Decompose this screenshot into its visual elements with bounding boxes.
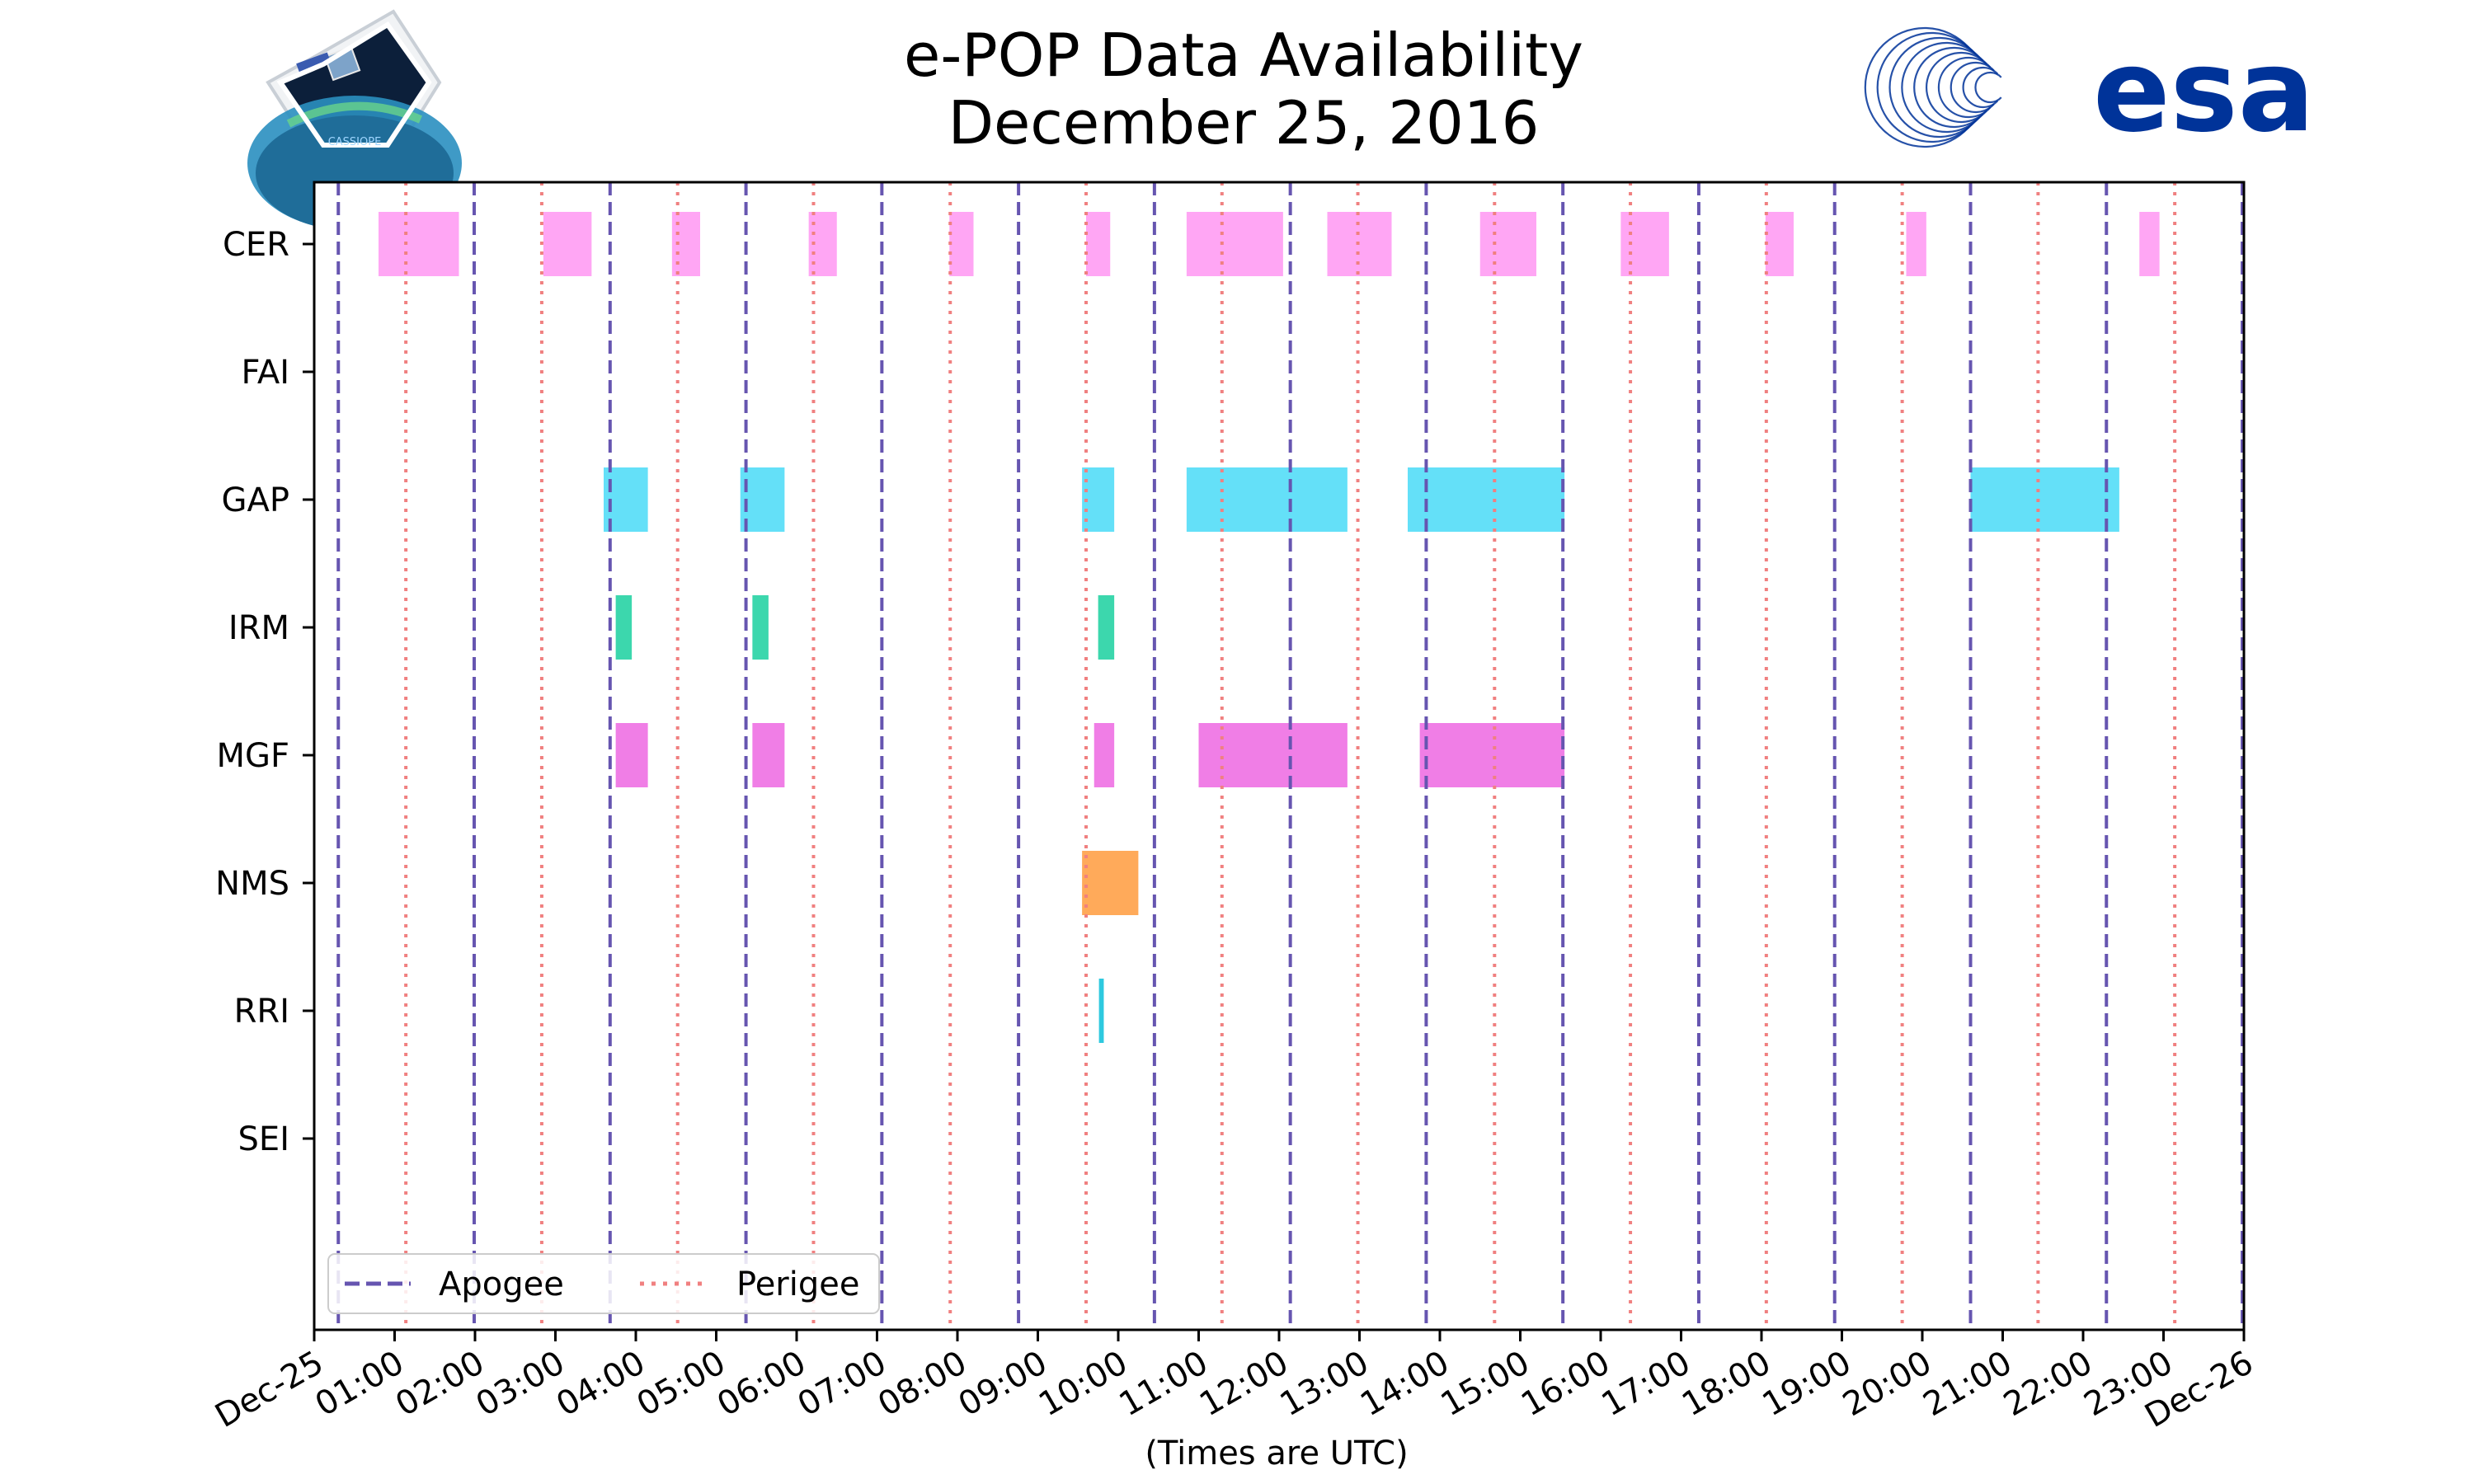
y-tick-label-mgf: MGF <box>216 737 289 775</box>
bar-cer-10 <box>1620 212 1669 276</box>
x-tick-label-7: 07:00 <box>792 1344 893 1424</box>
x-tick-label-19: 19:00 <box>1757 1344 1858 1424</box>
chart-title-line-2: December 25, 2016 <box>948 88 1540 157</box>
legend: Apogee Perigee <box>327 1253 880 1314</box>
bar-cer-11 <box>1765 212 1794 276</box>
bar-mgf-1 <box>615 723 648 787</box>
bar-cer-12 <box>1906 212 1926 276</box>
bar-rri-1 <box>1098 979 1104 1043</box>
bar-gap-5 <box>1408 467 1565 532</box>
esa-swirl-icon <box>1864 26 2002 148</box>
x-tick-label-9: 09:00 <box>952 1344 1054 1424</box>
bar-cer-6 <box>1086 212 1111 276</box>
x-tick-label-12: 12:00 <box>1193 1344 1295 1424</box>
y-tick-label-irm: IRM <box>228 609 289 647</box>
x-tick-label-17: 17:00 <box>1596 1344 1697 1424</box>
x-tick-label-6: 06:00 <box>711 1344 812 1424</box>
x-tick-label-14: 14:00 <box>1354 1344 1456 1424</box>
y-tick-label-fai: FAI <box>242 354 290 392</box>
bar-gap-6 <box>1970 467 2119 532</box>
bar-gap-4 <box>1186 467 1348 532</box>
bar-nms-1 <box>1082 851 1139 915</box>
legend-apogee-label: Apogee <box>439 1266 564 1303</box>
x-tick-label-22: 22:00 <box>1997 1344 2099 1424</box>
legend-box <box>327 1253 880 1314</box>
x-tick-label-15: 15:00 <box>1435 1344 1536 1424</box>
x-tick-label-1: 01:00 <box>309 1344 411 1424</box>
bar-cer-13 <box>2139 212 2160 276</box>
y-tick-label-rri: RRI <box>234 993 289 1031</box>
x-tick-label-8: 08:00 <box>872 1344 973 1424</box>
x-tick-label-16: 16:00 <box>1515 1344 1616 1424</box>
bar-cer-5 <box>949 212 974 276</box>
cassiope-logo-text: CASSIOPE <box>328 136 382 148</box>
x-tick-label-20: 20:00 <box>1837 1344 1938 1424</box>
y-tick-label-cer: CER <box>223 226 289 264</box>
x-tick-label-10: 10:00 <box>1032 1344 1134 1424</box>
bars-layer <box>379 212 2160 1043</box>
bar-cer-2 <box>543 212 592 276</box>
x-axis: Dec-2501:0002:0003:0004:0005:0006:0007:0… <box>209 1330 2260 1435</box>
y-axis: CER FAI GAP IRM MGF NMS RRI SEI <box>215 226 314 1158</box>
y-tick-label-gap: GAP <box>222 481 289 519</box>
x-tick-label-2: 02:00 <box>389 1344 491 1424</box>
y-tick-label-sei: SEI <box>238 1120 289 1158</box>
esa-logo-text: esa <box>2093 25 2315 157</box>
x-tick-label-3: 03:00 <box>470 1344 571 1424</box>
bar-irm-3 <box>1098 595 1115 660</box>
esa-logo: esa <box>1864 25 2315 157</box>
bar-irm-1 <box>615 595 633 660</box>
bar-cer-7 <box>1186 212 1283 276</box>
bar-mgf-3 <box>1094 723 1115 787</box>
bar-irm-2 <box>752 595 769 660</box>
x-tick-label-18: 18:00 <box>1676 1344 1777 1424</box>
event-lines-layer <box>336 182 2245 1330</box>
bar-cer-1 <box>379 212 459 276</box>
bar-mgf-2 <box>752 723 785 787</box>
x-tick-label-13: 13:00 <box>1274 1344 1376 1424</box>
bar-gap-2 <box>740 467 785 532</box>
bar-mgf-5 <box>1419 723 1565 787</box>
x-tick-label-21: 21:00 <box>1917 1344 2019 1424</box>
legend-perigee-label: Perigee <box>736 1266 859 1303</box>
x-axis-label: (Times are UTC) <box>1145 1435 1408 1472</box>
y-tick-label-nms: NMS <box>215 865 289 903</box>
chart-title-line-1: e-POP Data Availability <box>904 21 1583 90</box>
x-tick-label-4: 04:00 <box>550 1344 651 1424</box>
bar-cer-9 <box>1479 212 1536 276</box>
x-tick-label-5: 05:00 <box>631 1344 732 1424</box>
x-tick-label-11: 11:00 <box>1113 1344 1215 1424</box>
